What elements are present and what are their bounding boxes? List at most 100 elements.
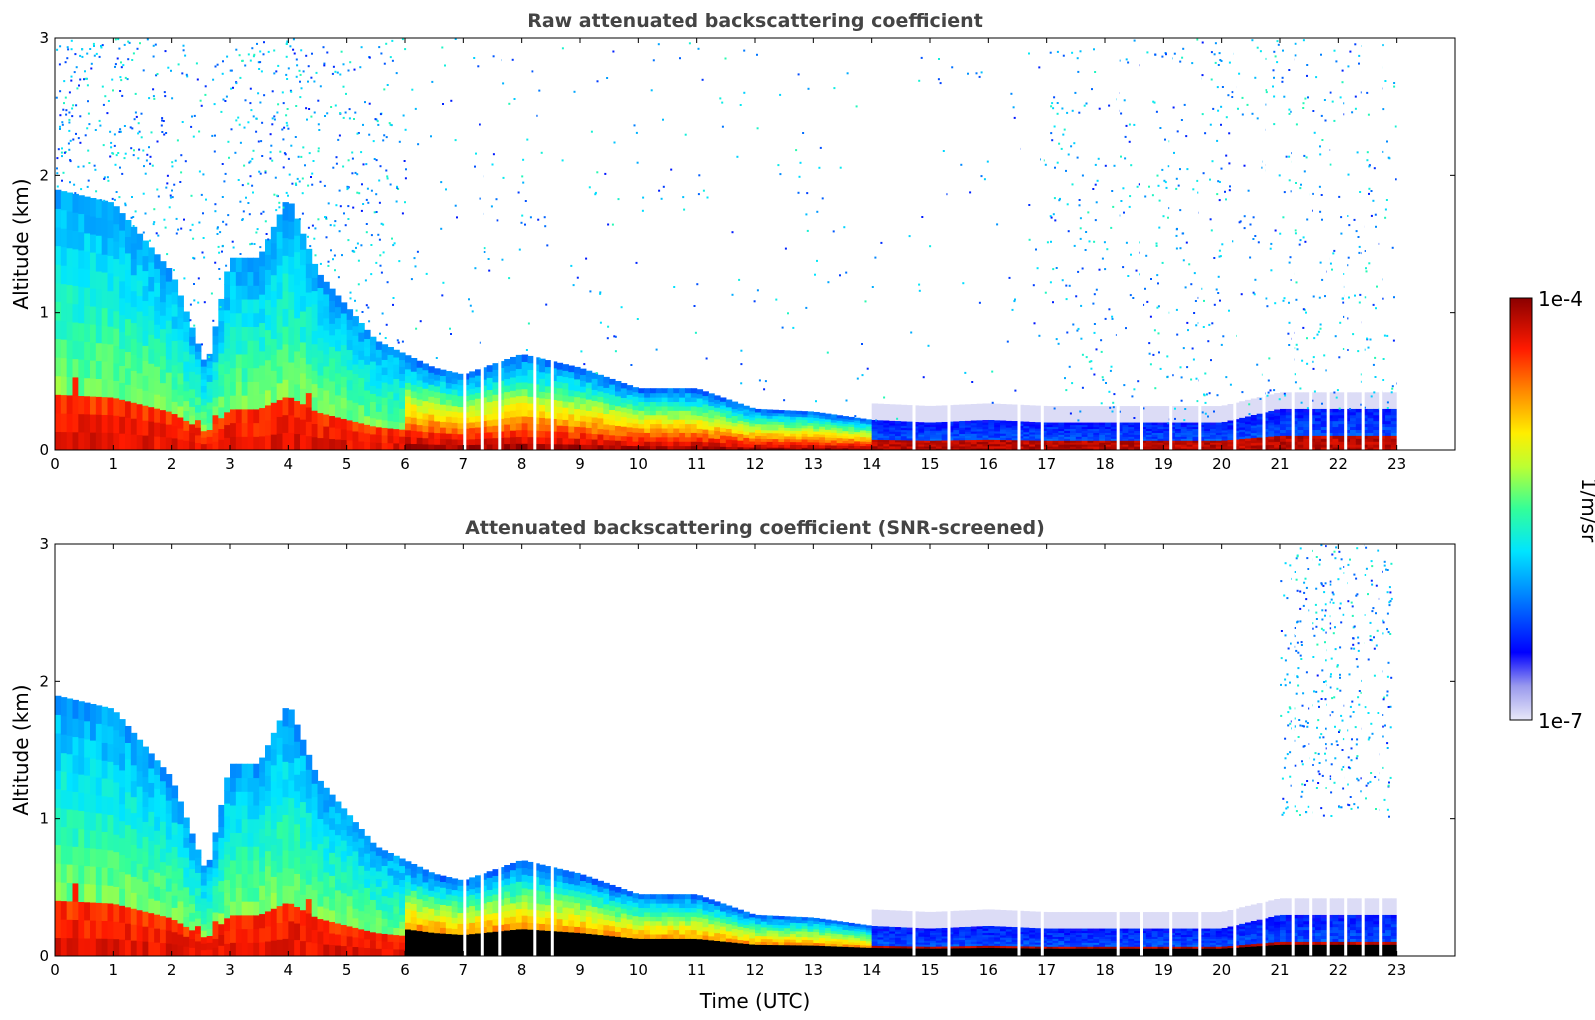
- backscatter-cell: [148, 334, 155, 350]
- backscatter-cell: [871, 426, 879, 430]
- backscatter-cell: [755, 426, 762, 431]
- backscatter-cell: [1215, 424, 1223, 428]
- speckle: [243, 164, 246, 167]
- backscatter-cell: [340, 355, 348, 367]
- speckle: [368, 56, 371, 59]
- haze-cell: [1122, 406, 1129, 423]
- backscatter-cell: [125, 334, 132, 353]
- speckle: [1167, 216, 1169, 219]
- backscatter-cell: [965, 435, 972, 439]
- speckle: [508, 102, 511, 105]
- speckle: [239, 76, 242, 79]
- speckle: [425, 272, 428, 275]
- backscatter-cell: [235, 257, 243, 273]
- speckle: [942, 150, 945, 152]
- backscatter-cell: [755, 411, 762, 416]
- backscatter-cell: [603, 439, 610, 446]
- speckle: [251, 184, 254, 187]
- data-column: [119, 213, 126, 450]
- backscatter-cell: [626, 412, 634, 419]
- backscatter-cell: [667, 397, 674, 403]
- backscatter-cell: [994, 428, 1001, 432]
- speckle: [1038, 66, 1041, 69]
- backscatter-cell: [311, 436, 319, 450]
- backscatter-cell: [970, 426, 978, 430]
- backscatter-cell: [165, 424, 173, 438]
- speckle: [1288, 261, 1291, 264]
- backscatter-cell: [813, 447, 820, 450]
- backscatter-cell: [743, 415, 750, 419]
- backscatter-cell: [1064, 440, 1071, 443]
- speckle: [142, 149, 145, 152]
- backscatter-cell: [994, 422, 1001, 426]
- haze-cell: [1110, 406, 1118, 423]
- speckle: [1225, 198, 1227, 201]
- backscatter-cell: [609, 439, 616, 446]
- backscatter-cell: [731, 411, 739, 417]
- backscatter-cell: [125, 219, 132, 237]
- backscatter-cell: [1326, 447, 1334, 450]
- speckle: [298, 218, 301, 221]
- backscatter-cell: [171, 401, 179, 415]
- backscatter-cell: [200, 391, 208, 399]
- backscatter-cell: [288, 291, 295, 310]
- backscatter-cell: [90, 414, 97, 433]
- speckle: [356, 191, 359, 194]
- speckle: [370, 234, 373, 237]
- backscatter-cell: [731, 401, 739, 406]
- backscatter-cell: [620, 397, 628, 403]
- backscatter-cell: [387, 413, 394, 422]
- backscatter-cell: [1093, 446, 1100, 449]
- backscatter-cell: [1285, 432, 1293, 436]
- backscatter-cell: [854, 424, 861, 428]
- backscatter-cell: [819, 447, 826, 450]
- speckle: [347, 159, 350, 162]
- backscatter-cell: [661, 427, 669, 433]
- backscatter-cell: [714, 395, 721, 400]
- speckle: [152, 44, 155, 47]
- speckle: [1372, 199, 1375, 202]
- speckle: [1288, 112, 1291, 115]
- speckle: [348, 108, 351, 111]
- speckle: [225, 264, 228, 267]
- backscatter-cell: [1350, 438, 1357, 442]
- backscatter-cell: [702, 445, 709, 450]
- speckle: [599, 292, 602, 295]
- backscatter-cell: [1361, 414, 1369, 419]
- speckle: [1192, 358, 1195, 361]
- backscatter-cell: [1210, 428, 1217, 431]
- backscatter-cell: [679, 423, 686, 429]
- backscatter-cell: [959, 437, 966, 441]
- backscatter-cell: [364, 372, 371, 382]
- data-column: [562, 364, 569, 450]
- backscatter-cell: [60, 283, 68, 303]
- backscatter-cell: [743, 437, 750, 442]
- backscatter-cell: [1285, 429, 1293, 433]
- backscatter-cell: [1268, 433, 1275, 437]
- backscatter-cell: [714, 399, 721, 404]
- backscatter-cell: [1064, 422, 1071, 426]
- data-column: [959, 404, 966, 450]
- speckle: [1369, 338, 1372, 341]
- backscatter-cell: [1035, 422, 1042, 425]
- backscatter-cell: [189, 432, 196, 442]
- backscatter-cell: [685, 388, 692, 394]
- backscatter-cell: [1379, 411, 1386, 416]
- backscatter-cell: [1239, 447, 1246, 450]
- backscatter-cell: [1385, 426, 1392, 430]
- backscatter-cell: [358, 350, 365, 360]
- backscatter-cell: [1350, 417, 1357, 422]
- backscatter-cell: [72, 248, 79, 268]
- backscatter-cell: [1046, 436, 1054, 439]
- speckle: [607, 325, 610, 328]
- speckle: [1008, 276, 1011, 279]
- speckle: [89, 48, 92, 50]
- backscatter-cell: [375, 411, 383, 420]
- backscatter-cell: [323, 413, 330, 427]
- backscatter-cell: [480, 379, 488, 386]
- speckle: [115, 191, 118, 193]
- backscatter-cell: [819, 412, 826, 417]
- speckle: [1290, 190, 1293, 193]
- backscatter-cell: [142, 360, 149, 376]
- speckle: [170, 69, 172, 72]
